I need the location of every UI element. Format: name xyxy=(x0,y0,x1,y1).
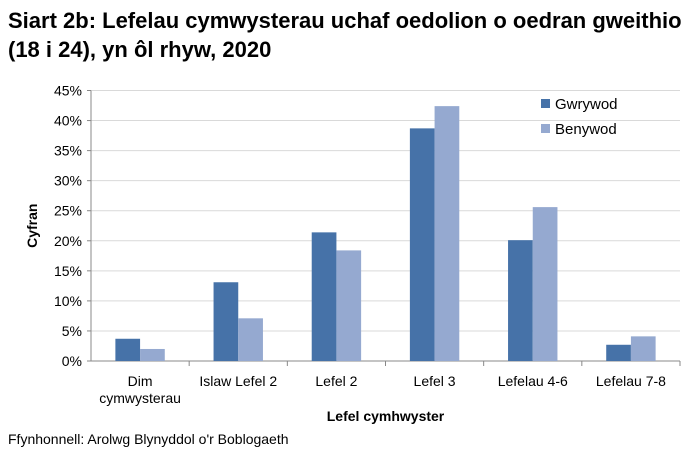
x-tick-label: Lefelau 7-8 xyxy=(596,373,666,389)
y-axis-title: Cyfran xyxy=(24,204,40,248)
legend-label: Benywod xyxy=(555,121,617,138)
x-tick-label: Lefelau 4-6 xyxy=(498,373,568,389)
y-tick-label: 30% xyxy=(54,173,82,189)
x-axis-title: Lefel cymhwyster xyxy=(327,408,445,424)
bar-benywod xyxy=(630,336,656,361)
y-tick-label: 15% xyxy=(54,263,82,279)
y-tick-label: 25% xyxy=(54,203,82,219)
bar-benywod xyxy=(238,318,263,361)
x-tick-label: Lefel 2 xyxy=(315,373,357,389)
y-tick-label: 5% xyxy=(62,323,82,339)
source-note: Ffynhonnell: Arolwg Blynyddol o'r Boblog… xyxy=(8,431,289,447)
bar-gwrywod xyxy=(606,344,631,361)
x-tick-label: Lefel 3 xyxy=(414,373,456,389)
bar-benywod xyxy=(532,207,558,361)
legend-label: Gwrywod xyxy=(555,96,618,113)
bar-gwrywod xyxy=(213,282,239,361)
bar-benywod xyxy=(140,348,165,361)
y-tick-label: 20% xyxy=(54,233,82,249)
x-tick-label: Dim xyxy=(128,373,153,389)
chart-title: Siart 2b: Lefelau cymwysterau uchaf oedo… xyxy=(8,8,682,62)
x-tick-label: Islaw Lefel 2 xyxy=(199,373,277,389)
bar-chart: 0% 5% 10% 15% 20% 25% 30% 35% 40% 45% Dimcymwyster… xyxy=(24,83,681,424)
bar-benywod xyxy=(336,250,362,361)
y-tick-label: 0% xyxy=(62,353,82,369)
bar-gwrywod xyxy=(508,240,533,361)
bar-gwrywod xyxy=(409,128,435,361)
bar-gwrywod xyxy=(115,338,141,361)
y-tick-label: 10% xyxy=(54,293,82,309)
legend-swatch-gwrywod xyxy=(541,99,550,108)
y-tick-label: 35% xyxy=(54,143,82,159)
bar-gwrywod xyxy=(311,232,337,361)
legend-swatch-benywod xyxy=(541,124,550,133)
x-tick-label: cymwysterau xyxy=(99,390,181,406)
y-tick-label: 40% xyxy=(54,113,82,129)
y-tick-label: 45% xyxy=(54,83,82,99)
bar-benywod xyxy=(434,106,460,361)
